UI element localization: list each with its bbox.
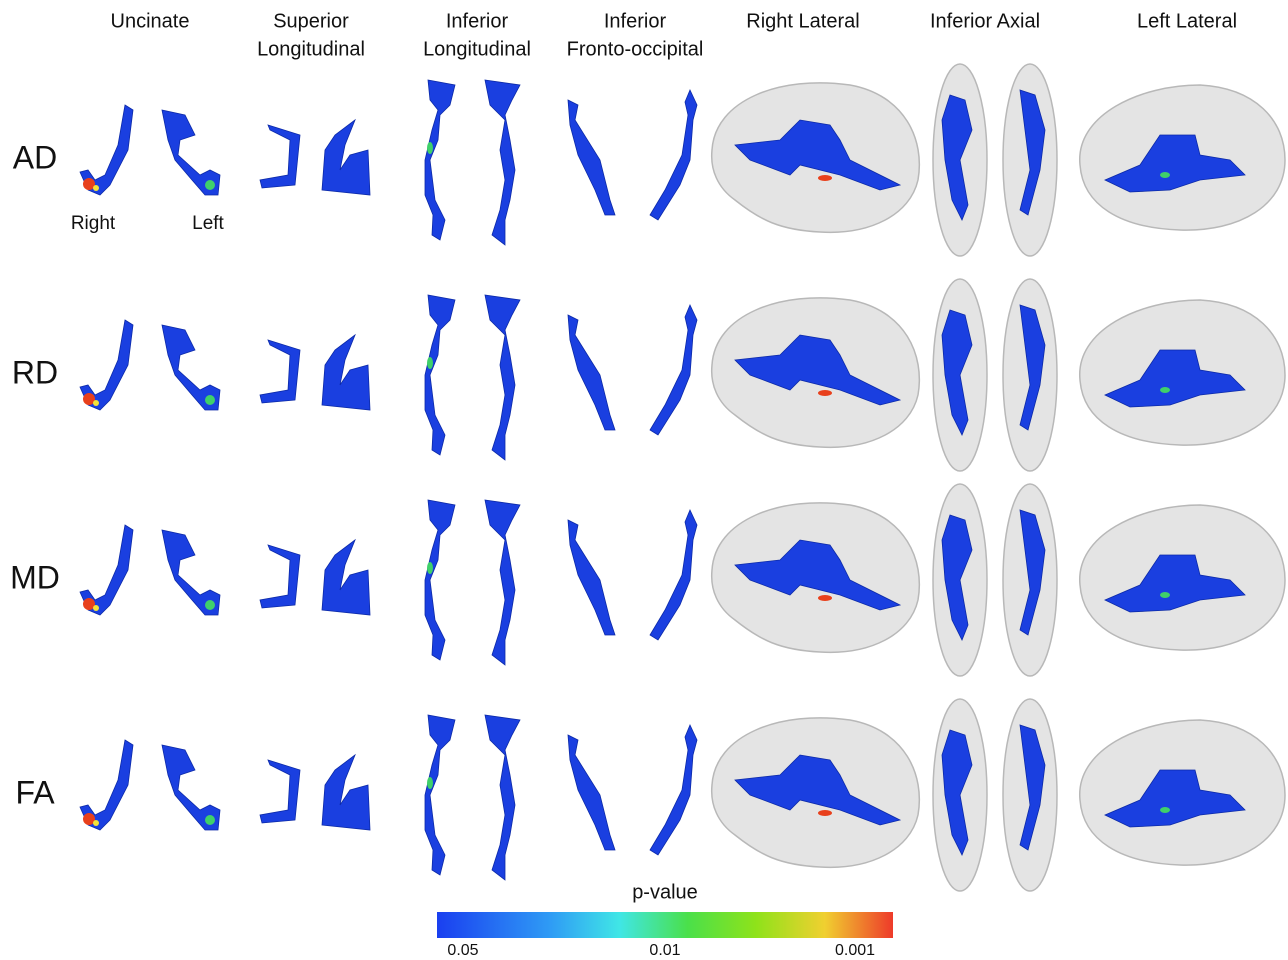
colorbar-label: 0.05 xyxy=(447,942,478,959)
colorbar-label: 0.001 xyxy=(835,942,875,959)
column-header: Uncinate xyxy=(111,10,190,32)
column-header: Superior xyxy=(273,10,349,32)
column-header: Inferior xyxy=(446,10,509,32)
colorbar xyxy=(437,912,893,938)
column-header: Inferior xyxy=(604,10,667,32)
column-header: Right Lateral xyxy=(746,10,859,32)
row-images xyxy=(80,699,1285,891)
row-images xyxy=(80,64,1285,256)
figure: Right Left p-value Uncinate Superior Longi… xyxy=(0,0,1288,960)
tract-images xyxy=(80,64,1285,891)
row-label: AD xyxy=(13,139,57,175)
column-header: Longitudinal xyxy=(423,38,531,60)
side-label: Left xyxy=(192,213,224,234)
column-header: Left Lateral xyxy=(1137,10,1237,32)
row-label: MD xyxy=(10,559,60,595)
row-label: RD xyxy=(12,354,58,390)
colorbar-title: p-value xyxy=(632,881,698,903)
column-header: Longitudinal xyxy=(257,38,365,60)
row-images xyxy=(80,279,1285,471)
side-label: Right xyxy=(71,213,116,234)
row-images xyxy=(80,484,1285,676)
page: {"columns": [["Uncinate"], ["Superior", … xyxy=(0,0,1288,960)
column-header: Fronto-occipital xyxy=(567,38,704,60)
column-header: Inferior Axial xyxy=(930,10,1040,32)
colorbar-label: 0.01 xyxy=(649,942,680,959)
row-label: FA xyxy=(15,774,55,810)
